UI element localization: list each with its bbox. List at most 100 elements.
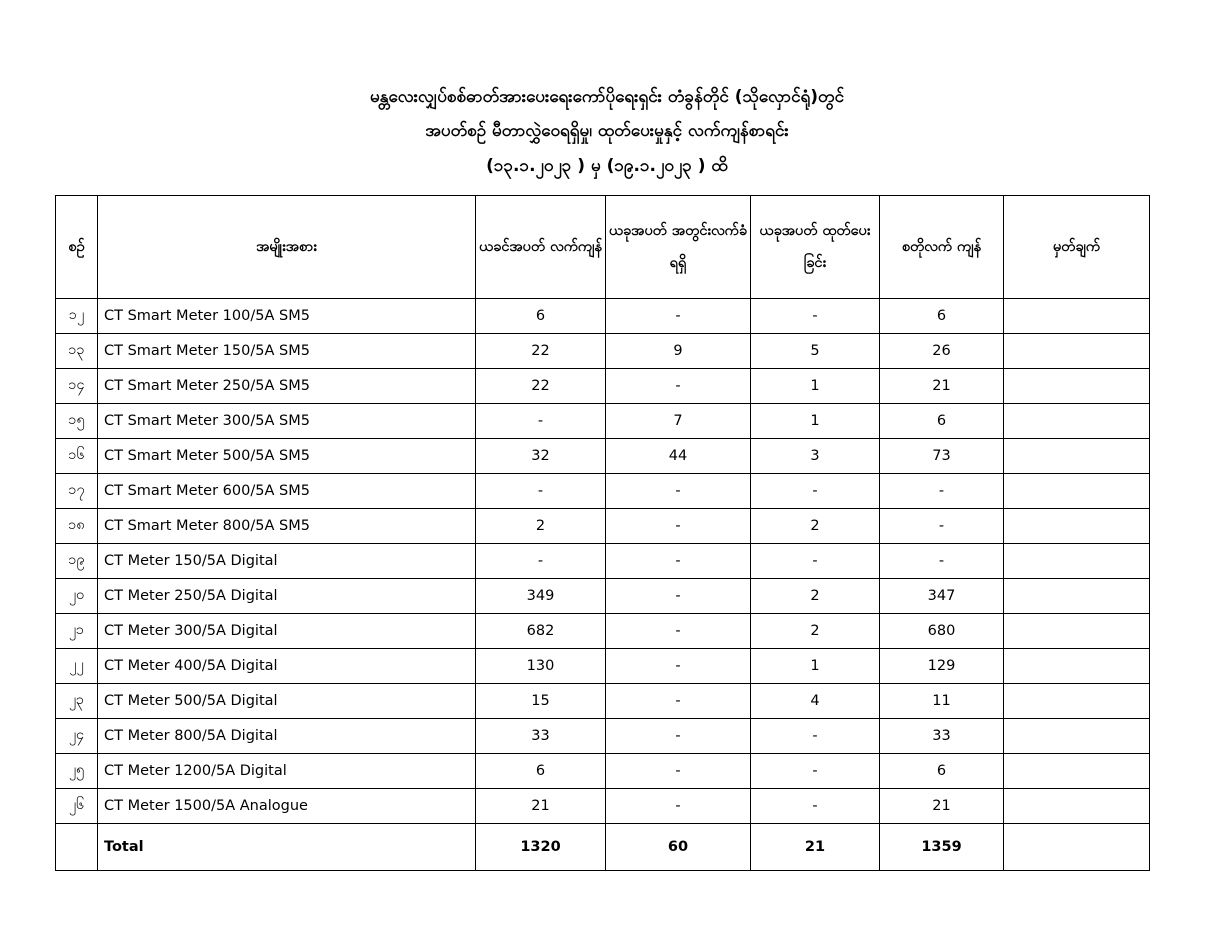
table-row: ၂၀ CT Meter 250/5A Digital 349-2 347 (55, 578, 1150, 614)
cell-issued: - (750, 543, 880, 579)
cell-remarks (1003, 788, 1150, 824)
cell-issued: - (750, 788, 880, 824)
cell-type: CT Meter 300/5A Digital (97, 613, 476, 649)
header-received: ယခုအပတ် အတွင်းလက်ခံ ရရှိ (605, 195, 751, 299)
cell-remarks (1003, 613, 1150, 649)
cell-no: ၂၄ (55, 718, 98, 754)
cell-issued: 21 (750, 823, 880, 871)
cell-type: CT Smart Meter 100/5A SM5 (97, 298, 476, 334)
cell-remarks (1003, 753, 1150, 789)
cell-store-balance: 347 (879, 578, 1004, 614)
table-header-row: စဉ် အမျိုးအစား ယခင်အပတ် လက်ကျန် ယခုအပတ် အတွ… (55, 195, 1150, 299)
cell-remarks (1003, 473, 1150, 509)
cell-received: - (605, 473, 751, 509)
cell-received: - (605, 753, 751, 789)
cell-type: CT Meter 1500/5A Analogue (97, 788, 476, 824)
cell-issued: 3 (750, 438, 880, 474)
cell-received: - (605, 648, 751, 684)
cell-issued: 1 (750, 368, 880, 404)
cell-type: CT Meter 400/5A Digital (97, 648, 476, 684)
header-prev-balance: ယခင်အပတ် လက်ကျန် (475, 195, 606, 299)
meter-stock-table: စဉ် အမျိုးအစား ယခင်အပတ် လက်ကျန် ယခုအပတ် အတွ… (55, 195, 1150, 871)
cell-received: 9 (605, 333, 751, 369)
cell-remarks (1003, 298, 1150, 334)
table-row: ၁၅ CT Smart Meter 300/5A SM5-7 1 6 (55, 403, 1150, 439)
cell-remarks (1003, 368, 1150, 404)
cell-remarks (1003, 403, 1150, 439)
cell-store-balance: 33 (879, 718, 1004, 754)
cell-received: 60 (605, 823, 751, 871)
cell-received: - (605, 613, 751, 649)
cell-no: ၂၂ (55, 648, 98, 684)
cell-received: - (605, 683, 751, 719)
cell-received: - (605, 508, 751, 544)
cell-no: ၂၁ (55, 613, 98, 649)
title-line-3: (၁၃.၁.၂၀၂၃ ) မှ (၁၉.၁.၂၀၂၃ ) ထိ (486, 156, 728, 176)
cell-store-balance: 21 (879, 788, 1004, 824)
table-row: ၂၁ CT Meter 300/5A Digital 682-2 680 (55, 613, 1150, 649)
cell-no: ၁၃ (55, 333, 98, 369)
cell-issued: 2 (750, 508, 880, 544)
cell-prev-balance: 682 (475, 613, 606, 649)
cell-type: CT Meter 800/5A Digital (97, 718, 476, 754)
cell-type: CT Smart Meter 600/5A SM5 (97, 473, 476, 509)
cell-no: ၂၀ (55, 578, 98, 614)
cell-remarks (1003, 648, 1150, 684)
cell-type: CT Smart Meter 250/5A SM5 (97, 368, 476, 404)
cell-type: Total (97, 823, 476, 871)
cell-prev-balance: 22 (475, 368, 606, 404)
cell-received: 44 (605, 438, 751, 474)
cell-issued: - (750, 473, 880, 509)
cell-prev-balance: 2 (475, 508, 606, 544)
cell-prev-balance: 33 (475, 718, 606, 754)
cell-prev-balance: 32 (475, 438, 606, 474)
cell-received: - (605, 578, 751, 614)
cell-prev-balance: 22 (475, 333, 606, 369)
cell-type: CT Meter 250/5A Digital (97, 578, 476, 614)
cell-no: ၁၆ (55, 438, 98, 474)
header-issued: ယခုအပတ် ထုတ်ပေးခြင်း (750, 195, 880, 299)
cell-prev-balance: 6 (475, 753, 606, 789)
cell-no: ၁၉ (55, 543, 98, 579)
cell-store-balance: 11 (879, 683, 1004, 719)
header-no: စဉ် (55, 195, 98, 299)
header-remarks: မှတ်ချက် (1003, 195, 1150, 299)
cell-type: CT Smart Meter 150/5A SM5 (97, 333, 476, 369)
cell-no: ၂၅ (55, 753, 98, 789)
cell-remarks (1003, 508, 1150, 544)
table-row: ၂၄ CT Meter 800/5A Digital 33- -33 (55, 718, 1150, 754)
table-row: ၁၆ CT Smart Meter 500/5A SM5 32 44 3 73 (55, 438, 1150, 474)
cell-prev-balance: 15 (475, 683, 606, 719)
cell-issued: - (750, 718, 880, 754)
cell-store-balance: - (879, 508, 1004, 544)
cell-remarks (1003, 543, 1150, 579)
cell-prev-balance: - (475, 403, 606, 439)
cell-store-balance: - (879, 473, 1004, 509)
cell-remarks (1003, 578, 1150, 614)
table-row: ၂၆ CT Meter 1500/5A Analogue 21- -21 (55, 788, 1150, 824)
cell-store-balance: 129 (879, 648, 1004, 684)
cell-no: ၁၂ (55, 298, 98, 334)
cell-prev-balance: 130 (475, 648, 606, 684)
cell-received: 7 (605, 403, 751, 439)
cell-prev-balance: 21 (475, 788, 606, 824)
cell-store-balance: 1359 (879, 823, 1004, 871)
table-row: ၂၃ CT Meter 500/5A Digital 15-4 11 (55, 683, 1150, 719)
cell-store-balance: 26 (879, 333, 1004, 369)
title-line-2: အပတ်စဉ် မီတာလွှဲဝေရရှိမှု၊ ထုတ်ပေးမှုနှင… (425, 121, 789, 141)
table-row: ၁၈ CT Smart Meter 800/5A SM5 2-2- (55, 508, 1150, 544)
cell-no: ၁၄ (55, 368, 98, 404)
cell-type: CT Meter 1200/5A Digital (97, 753, 476, 789)
cell-no: ၂၆ (55, 788, 98, 824)
cell-prev-balance: 6 (475, 298, 606, 334)
cell-issued: 5 (750, 333, 880, 369)
table-row: ၁၄ CT Smart Meter 250/5A SM5 22-1 21 (55, 368, 1150, 404)
cell-issued: 2 (750, 578, 880, 614)
cell-issued: 1 (750, 648, 880, 684)
table-row: ၁၂ CT Smart Meter 100/5A SM5 6- -6 (55, 298, 1150, 334)
table-row: ၁၃ CT Smart Meter 150/5A SM5 22 9 5 26 (55, 333, 1150, 369)
cell-issued: - (750, 298, 880, 334)
cell-prev-balance: 349 (475, 578, 606, 614)
cell-store-balance: 73 (879, 438, 1004, 474)
cell-type: CT Smart Meter 800/5A SM5 (97, 508, 476, 544)
